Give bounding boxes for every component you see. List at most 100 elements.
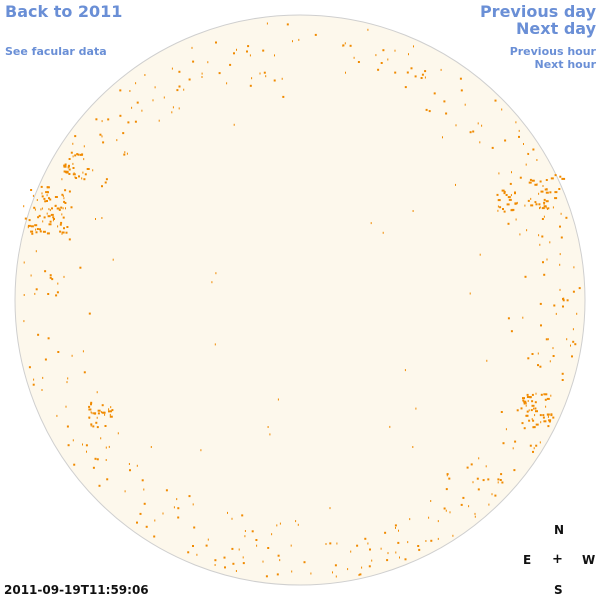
facula-speck [54, 196, 58, 198]
facula-speck [52, 219, 54, 222]
facula-speck [200, 449, 202, 452]
facula-speck [188, 495, 191, 498]
facula-speck [535, 392, 537, 395]
facula-speck [36, 199, 38, 201]
facula-speck [334, 564, 337, 567]
facula-speck [533, 407, 535, 410]
facula-speck [562, 177, 566, 180]
facula-speck [424, 76, 426, 79]
previous-day-link[interactable]: Previous day [479, 2, 596, 21]
facula-speck [533, 447, 535, 450]
next-day-link[interactable]: Next day [516, 19, 596, 38]
facula-speck [501, 481, 504, 484]
facula-speck [191, 46, 193, 49]
facula-speck [404, 86, 407, 89]
facula-speck [572, 328, 574, 331]
facula-speck [171, 111, 173, 114]
facula-speck [101, 217, 103, 219]
next-hour-link[interactable]: Next hour [534, 58, 597, 71]
facula-speck [83, 145, 85, 148]
facula-speck [474, 515, 476, 518]
facula-speck [109, 413, 111, 416]
facula-speck [61, 231, 65, 234]
facula-speck [65, 207, 66, 210]
facula-speck [412, 446, 414, 448]
facula-speck [145, 525, 148, 528]
facula-speck [136, 464, 138, 467]
facula-speck [446, 474, 448, 477]
facula-speck [47, 215, 51, 218]
facula-speck [61, 213, 63, 216]
facula-speck [136, 101, 139, 104]
facula-speck [30, 225, 34, 228]
facula-speck [88, 312, 91, 315]
facula-speck [215, 272, 217, 275]
see-facular-data-link[interactable]: See facular data [5, 45, 107, 58]
facula-speck [104, 425, 107, 427]
facula-speck [72, 173, 76, 176]
facula-speck [527, 199, 530, 202]
facula-speck [188, 78, 191, 81]
facula-speck [39, 228, 41, 231]
facula-speck [141, 479, 144, 482]
facula-speck [46, 194, 48, 197]
facula-speck [229, 63, 232, 66]
facula-speck [496, 193, 499, 196]
facula-speck [371, 559, 373, 562]
back-to-year-link[interactable]: Back to 2011 [5, 2, 123, 21]
facula-speck [233, 52, 235, 55]
facula-speck [128, 463, 130, 465]
facula-speck [519, 233, 521, 236]
facula-speck [57, 225, 59, 228]
facular-regions [23, 22, 581, 578]
facula-speck [139, 512, 142, 515]
facula-speck [95, 218, 96, 220]
facula-speck [271, 533, 273, 536]
facula-speck [41, 195, 44, 198]
facula-speck [481, 124, 483, 127]
facula-speck [135, 82, 137, 85]
facula-speck [532, 450, 534, 453]
facula-speck [538, 203, 541, 206]
facula-speck [292, 40, 293, 43]
facula-speck [51, 207, 53, 210]
facula-speck [105, 446, 107, 449]
facula-speck [522, 397, 525, 400]
facula-speck [78, 175, 80, 178]
facula-speck [560, 236, 563, 239]
facula-speck [108, 410, 110, 413]
facula-speck [67, 377, 69, 380]
facula-speck [554, 174, 557, 177]
facula-speck [544, 188, 548, 191]
facula-speck [529, 444, 532, 447]
facula-speck [428, 110, 431, 113]
facula-speck [49, 274, 52, 277]
facula-speck [298, 38, 300, 41]
facula-speck [117, 432, 119, 435]
facula-speck [30, 230, 34, 233]
facula-speck [28, 366, 31, 369]
facula-speck [546, 258, 548, 261]
facula-speck [562, 297, 564, 300]
facula-speck [522, 399, 525, 402]
facula-speck [143, 502, 146, 505]
facula-speck [152, 99, 154, 102]
facula-speck [63, 164, 67, 167]
facula-speck [282, 95, 285, 98]
facula-speck [573, 266, 575, 269]
facula-speck [534, 414, 536, 417]
facula-speck [387, 58, 389, 61]
previous-hour-link[interactable]: Previous hour [509, 45, 596, 58]
facula-speck [539, 206, 541, 209]
facula-speck [539, 365, 542, 368]
facula-speck [545, 206, 547, 209]
facula-speck [433, 92, 436, 95]
facula-speck [290, 544, 292, 547]
facula-speck [536, 159, 538, 161]
facula-speck [59, 230, 62, 233]
facula-speck [494, 99, 497, 102]
facula-speck [384, 531, 387, 534]
facula-speck [552, 347, 554, 350]
facula-speck [533, 426, 536, 429]
facula-speck [543, 201, 546, 204]
